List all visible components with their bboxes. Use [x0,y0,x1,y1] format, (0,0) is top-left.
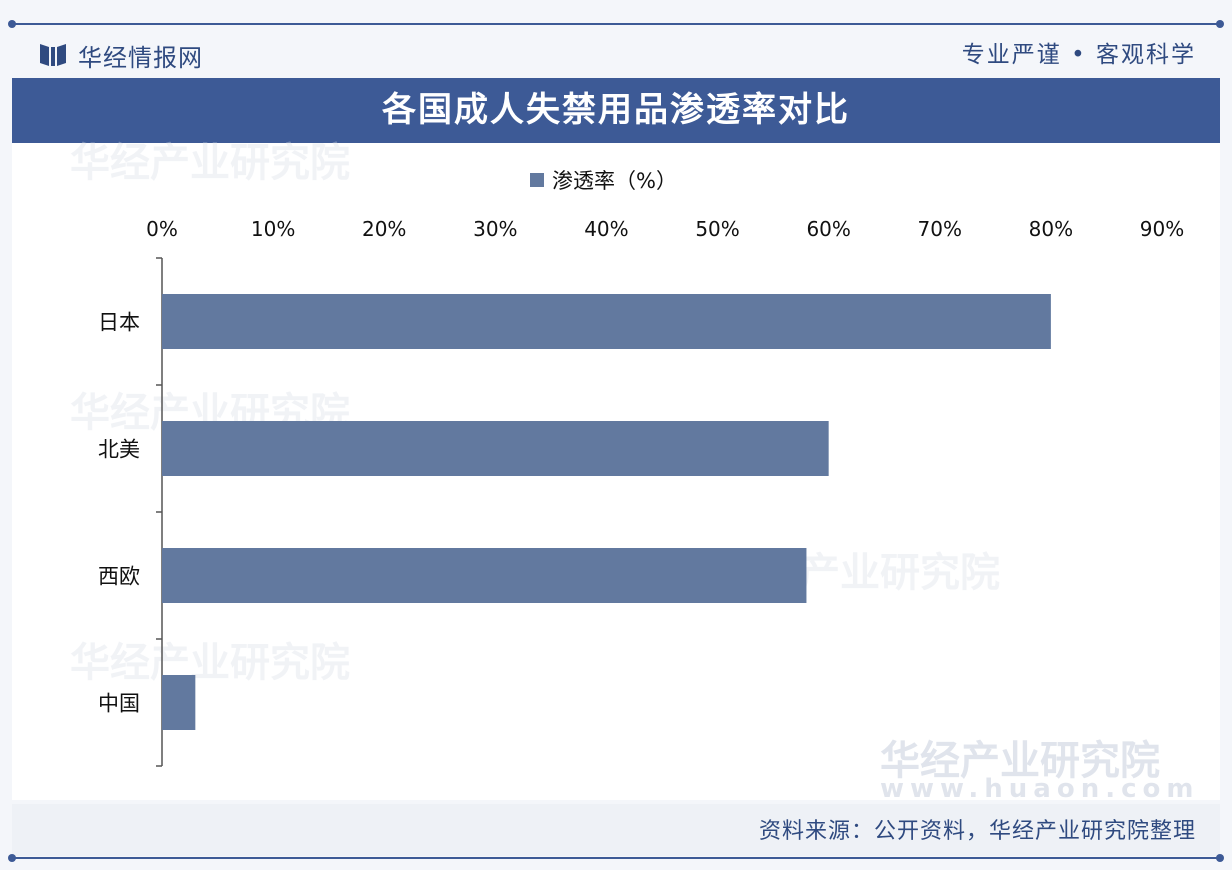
bar-3 [162,675,196,730]
watermark-url: www.huaon.com [880,774,1200,804]
bottom-rule [8,854,1224,862]
legend-label: 渗透率（%） [552,169,677,193]
title-bar: 各国成人失禁用品渗透率对比 [12,78,1220,143]
x-tick-label: 80% [1029,217,1073,241]
header-motto: 专业严谨 • 客观科学 [961,42,1196,68]
bar-1 [162,421,829,476]
watermark-text: 华经产业研究院 [70,140,350,186]
x-tick-label: 90% [1140,217,1184,241]
x-tick-label: 30% [473,217,517,241]
category-label: 西欧 [98,565,140,589]
x-tick-label: 60% [806,217,850,241]
category-label: 日本 [98,311,140,335]
bar-2 [162,548,807,603]
bar-0 [162,294,1051,349]
x-tick-label: 10% [251,217,295,241]
top-rule [8,20,1224,28]
x-tick-label: 20% [362,217,406,241]
legend-swatch [530,173,544,187]
brand-logo-icon [40,44,66,66]
x-tick-label: 50% [695,217,739,241]
brand: 华经情报网 [40,38,203,72]
category-label: 中国 [98,692,140,716]
chart-title: 各国成人失禁用品渗透率对比 [382,90,850,130]
brand-name: 华经情报网 [78,43,203,72]
x-tick-label: 0% [146,217,178,241]
footer-bar [12,804,1220,856]
source-note: 资料来源：公开资料，华经产业研究院整理 [758,819,1196,844]
x-tick-label: 70% [918,217,962,241]
watermark-text: 华经产业研究院 [880,738,1160,784]
x-tick-label: 40% [584,217,628,241]
category-label: 北美 [98,438,140,462]
watermark-text: 华经产业研究院 [70,640,350,686]
